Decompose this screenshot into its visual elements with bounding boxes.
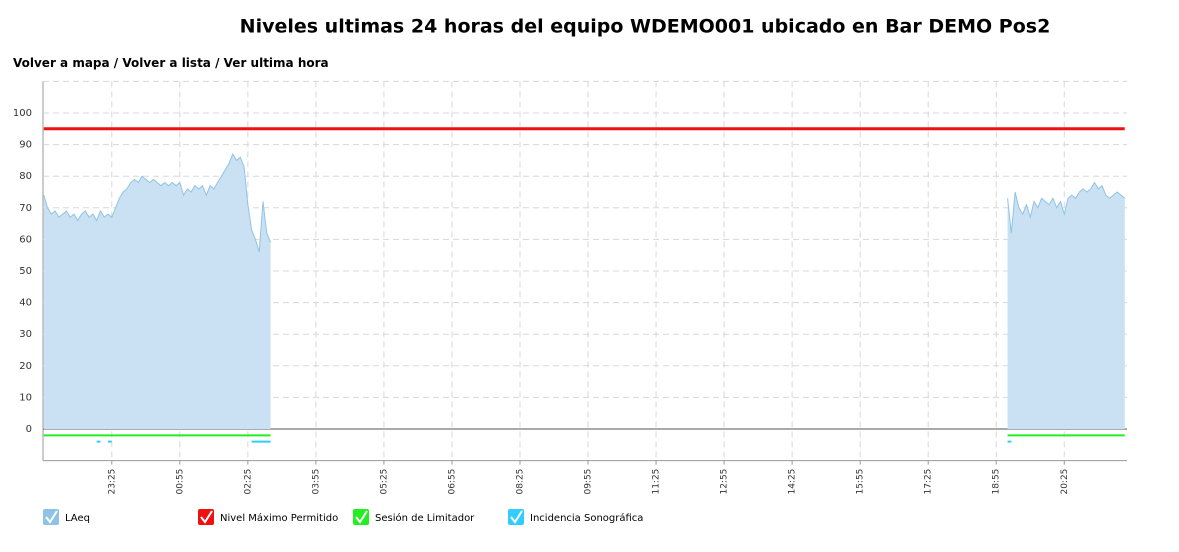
legend-check	[45, 510, 58, 524]
legend-label: Incidencia Sonográfica	[530, 512, 643, 524]
y-tick-label: 100	[13, 108, 32, 119]
separator: /	[215, 56, 220, 70]
legend-item: Sesión de Limitador	[353, 509, 475, 525]
y-tick-label: 60	[19, 234, 32, 245]
x-tick-label: 14:25	[788, 469, 798, 495]
legend-label: LAeq	[65, 513, 90, 524]
link[interactable]: Volver a mapa	[13, 56, 110, 70]
legend-label: Sesión de Limitador	[375, 512, 475, 524]
area	[43, 154, 1125, 429]
x-tick-label: 09:55	[584, 469, 594, 495]
legend-item: Nivel Máximo Permitido	[198, 509, 338, 525]
link[interactable]: Volver a lista	[122, 56, 211, 70]
legend-item: LAeq	[43, 509, 90, 525]
separator: /	[113, 56, 119, 70]
x-tick-label: 11:25	[652, 469, 662, 495]
y-tick-label: 30	[19, 329, 32, 340]
x-tick-label: 20:25	[1060, 469, 1070, 495]
x-tick-label: 03:55	[311, 469, 321, 495]
x-tick-label: 15:55	[856, 469, 866, 495]
link[interactable]: Ver ultima hora	[223, 56, 329, 70]
y-tick-label: 0	[26, 424, 32, 435]
x-tick-label: 08:25	[515, 469, 525, 495]
y-tick-label: 70	[19, 203, 32, 214]
y-tick-label: 50	[19, 266, 32, 277]
line	[43, 152, 1126, 253]
legend-check	[200, 510, 213, 524]
y-tick-label: 10	[19, 392, 32, 403]
y-tick-label: 90	[19, 140, 32, 151]
legend-label: Nivel Máximo Permitido	[220, 512, 338, 524]
nav: Volver a mapa / Volver a lista / Ver ult…	[13, 56, 329, 70]
legend-check	[510, 510, 523, 524]
x-tick-label: 18:55	[992, 469, 1002, 495]
y-tick-label: 40	[19, 298, 32, 309]
x-tick-label: 05:25	[379, 469, 389, 495]
y-tick-label: 80	[19, 171, 32, 182]
x-tick-label: 23:25	[107, 469, 117, 495]
legend-item: Incidencia Sonográfica	[508, 509, 643, 525]
x-tick-label: 00:55	[175, 469, 185, 495]
x-tick-label: 12:55	[720, 469, 730, 495]
chart-title: Niveles ultimas 24 horas del equipo WDEM…	[240, 16, 1051, 38]
x-tick-label: 17:25	[924, 469, 934, 495]
x-tick-label: 06:55	[447, 469, 457, 495]
y-tick-label: 20	[19, 361, 32, 372]
x-tick-label: 02:25	[243, 469, 253, 495]
legend-check	[355, 510, 368, 524]
